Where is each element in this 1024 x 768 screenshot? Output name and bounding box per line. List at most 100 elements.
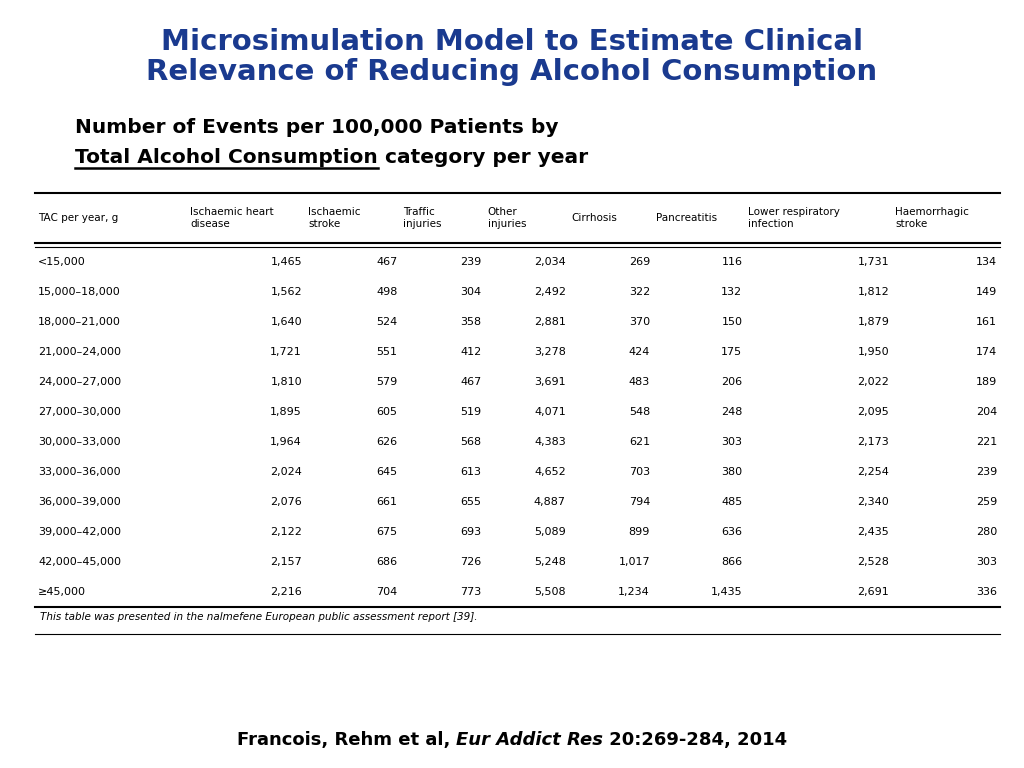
Text: 498: 498 [376,287,397,297]
Text: 280: 280 [976,527,997,537]
Text: Ischaemic heart
disease: Ischaemic heart disease [189,207,273,229]
Text: Total Alcohol Consumption: Total Alcohol Consumption [75,148,378,167]
Text: 1,640: 1,640 [270,317,302,327]
Text: 27,000–30,000: 27,000–30,000 [38,407,121,417]
Text: 322: 322 [629,287,650,297]
Text: TAC per year, g: TAC per year, g [38,213,118,223]
Text: 2,435: 2,435 [857,527,889,537]
Text: 239: 239 [461,257,481,267]
Text: 621: 621 [629,437,650,447]
Text: 150: 150 [721,317,742,327]
Text: 336: 336 [976,587,997,597]
Text: 303: 303 [976,557,997,567]
Text: 1,950: 1,950 [857,347,889,357]
Text: 15,000–18,000: 15,000–18,000 [38,287,121,297]
Text: This table was presented in the nalmefene European public assessment report [39]: This table was presented in the nalmefen… [40,612,477,622]
Text: Other
injuries: Other injuries [487,207,526,229]
Text: 2,528: 2,528 [857,557,889,567]
Text: 24,000–27,000: 24,000–27,000 [38,377,121,387]
Text: 189: 189 [976,377,997,387]
Text: 4,652: 4,652 [535,467,566,477]
Text: 548: 548 [629,407,650,417]
Text: 2,881: 2,881 [534,317,566,327]
Text: Number of Events per 100,000 Patients by: Number of Events per 100,000 Patients by [75,118,558,137]
Text: 18,000–21,000: 18,000–21,000 [38,317,121,327]
Text: 524: 524 [376,317,397,327]
Text: 174: 174 [976,347,997,357]
Text: 613: 613 [461,467,481,477]
Text: 1,234: 1,234 [618,587,650,597]
Text: Francois, Rehm et al,: Francois, Rehm et al, [237,731,457,749]
Text: 693: 693 [461,527,481,537]
Text: 1,562: 1,562 [270,287,302,297]
Text: 370: 370 [629,317,650,327]
Text: 5,248: 5,248 [534,557,566,567]
Text: 1,017: 1,017 [618,557,650,567]
Text: Lower respiratory
infection: Lower respiratory infection [749,207,841,229]
Text: 2,492: 2,492 [534,287,566,297]
Text: 1,465: 1,465 [270,257,302,267]
Text: Pancreatitis: Pancreatitis [656,213,717,223]
Text: 2,122: 2,122 [270,527,302,537]
Text: 1,879: 1,879 [857,317,889,327]
Text: 1,964: 1,964 [270,437,302,447]
Text: 1,810: 1,810 [270,377,302,387]
Text: 773: 773 [461,587,481,597]
Text: 899: 899 [629,527,650,537]
Text: 3,691: 3,691 [535,377,566,387]
Text: 5,089: 5,089 [535,527,566,537]
Text: 4,887: 4,887 [534,497,566,507]
Text: 1,812: 1,812 [857,287,889,297]
Text: 866: 866 [721,557,742,567]
Text: 204: 204 [976,407,997,417]
Text: 239: 239 [976,467,997,477]
Text: 467: 467 [376,257,397,267]
Text: 2,691: 2,691 [857,587,889,597]
Text: 30,000–33,000: 30,000–33,000 [38,437,121,447]
Text: 4,071: 4,071 [535,407,566,417]
Text: 175: 175 [721,347,742,357]
Text: 2,024: 2,024 [270,467,302,477]
Text: Haemorrhagic
stroke: Haemorrhagic stroke [895,207,969,229]
Text: Eur Addict Res: Eur Addict Res [457,731,603,749]
Text: 2,022: 2,022 [857,377,889,387]
Text: 20:269-284, 2014: 20:269-284, 2014 [603,731,787,749]
Text: 134: 134 [976,257,997,267]
Text: 2,034: 2,034 [535,257,566,267]
Text: 303: 303 [721,437,742,447]
Text: 2,340: 2,340 [857,497,889,507]
Text: 551: 551 [377,347,397,357]
Text: 412: 412 [461,347,481,357]
Text: 726: 726 [461,557,481,567]
Text: 467: 467 [461,377,481,387]
Text: 2,076: 2,076 [270,497,302,507]
Text: Cirrhosis: Cirrhosis [571,213,617,223]
Text: 626: 626 [377,437,397,447]
Text: 605: 605 [377,407,397,417]
Text: Traffic
injuries: Traffic injuries [403,207,442,229]
Text: 304: 304 [461,287,481,297]
Text: 33,000–36,000: 33,000–36,000 [38,467,121,477]
Text: Relevance of Reducing Alcohol Consumption: Relevance of Reducing Alcohol Consumptio… [146,58,878,86]
Text: Ischaemic
stroke: Ischaemic stroke [308,207,360,229]
Text: 704: 704 [376,587,397,597]
Text: ≥45,000: ≥45,000 [38,587,86,597]
Text: 248: 248 [721,407,742,417]
Text: category per year: category per year [378,148,588,167]
Text: 380: 380 [721,467,742,477]
Text: 655: 655 [461,497,481,507]
Text: 2,157: 2,157 [270,557,302,567]
Text: 2,216: 2,216 [270,587,302,597]
Text: 579: 579 [376,377,397,387]
Text: 1,435: 1,435 [711,587,742,597]
Text: 149: 149 [976,287,997,297]
Text: 4,383: 4,383 [535,437,566,447]
Text: 5,508: 5,508 [535,587,566,597]
Text: 645: 645 [377,467,397,477]
Text: 221: 221 [976,437,997,447]
Text: 661: 661 [377,497,397,507]
Text: 42,000–45,000: 42,000–45,000 [38,557,121,567]
Text: 269: 269 [629,257,650,267]
Text: 2,095: 2,095 [857,407,889,417]
Text: 794: 794 [629,497,650,507]
